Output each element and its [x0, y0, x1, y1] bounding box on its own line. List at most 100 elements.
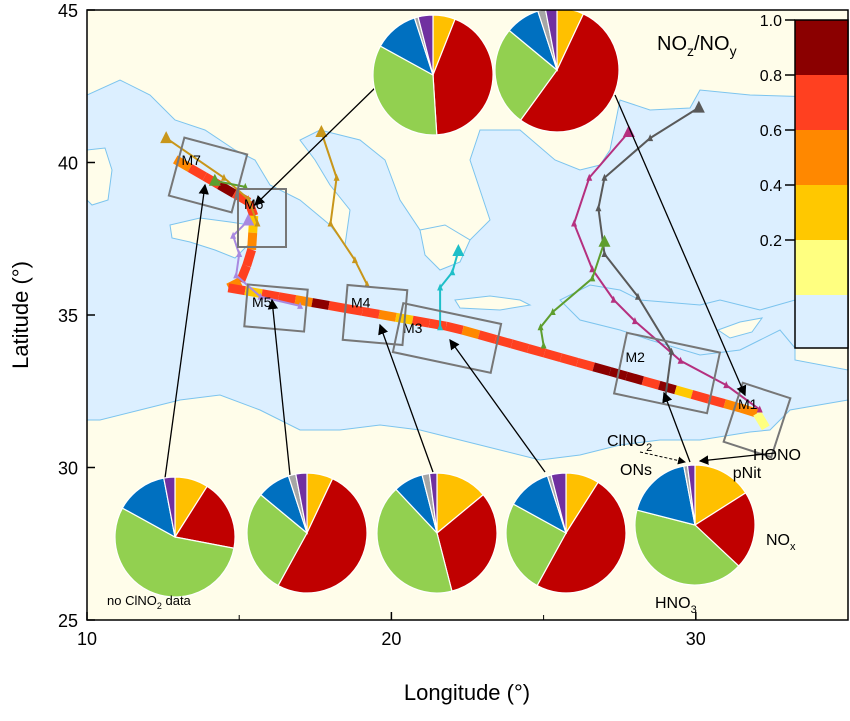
- ship-track-segment: [277, 292, 297, 305]
- trajectory-marker: [601, 250, 608, 257]
- pie-slice-hno3: [494, 29, 558, 121]
- region-boxes: M1 M2 M3 M4 M5 M6 M7: [167, 136, 792, 459]
- region-label: M4: [351, 295, 371, 311]
- ship-track-segment: [261, 289, 280, 302]
- land-crete: [454, 295, 532, 311]
- ship-track-segment: [344, 303, 364, 316]
- ship-track-segment: [217, 181, 237, 198]
- pie-slice-hno3: [505, 503, 567, 587]
- trajectory-marker: [631, 317, 638, 325]
- colorbar-title: NOz/NOy: [657, 33, 737, 59]
- ship-track-segment: [707, 394, 726, 408]
- region-box-outline: [167, 136, 249, 214]
- trajectories: [160, 100, 763, 413]
- ship-track-segment: [361, 306, 380, 319]
- trajectory-marker: [601, 173, 608, 181]
- land-peloponnese: [419, 224, 471, 271]
- colorbar-title-part: y: [730, 43, 737, 59]
- region-box-outline: [243, 283, 309, 333]
- ship-track-segment: [187, 164, 207, 181]
- trajectory-marker: [257, 292, 264, 300]
- trajectory-line: [439, 250, 460, 328]
- y-tick-label: 30: [58, 459, 78, 479]
- pie-slice-nox: [436, 493, 498, 592]
- pie-slice-nox: [536, 481, 627, 594]
- region-box-m2: M2: [612, 331, 722, 415]
- colorbar: 1.0 0.8 0.6 0.4 0.2 NOz/NOy: [657, 13, 849, 349]
- trajectory-line: [214, 179, 246, 188]
- trajectory-marker: [756, 405, 763, 413]
- trajectory-marker: [327, 219, 334, 227]
- ship-track-segment: [227, 283, 246, 296]
- trajectory-marker: [437, 323, 444, 331]
- pie-slice-ons: [121, 477, 176, 539]
- trajectory-marker: [254, 219, 261, 227]
- ship-track-segment: [690, 390, 710, 404]
- y-tick-label: 35: [58, 306, 78, 326]
- pie-slice-hono: [686, 464, 696, 526]
- ship-track-segment: [477, 330, 497, 344]
- trajectory-marker: [333, 173, 340, 181]
- region-box-m4: M4: [341, 283, 409, 347]
- pie-legend-labels: ClNO2 ONs HONO pNit NOx HNO3 no ClNO2 da…: [107, 433, 801, 616]
- arrow-to-m1: [614, 94, 747, 397]
- pie-slice-nox: [277, 477, 368, 594]
- ship-track-segment: [592, 362, 612, 376]
- ship-track-segment: [625, 371, 645, 385]
- trajectory-marker: [297, 301, 304, 309]
- land-sicily: [169, 217, 251, 259]
- pie-m6: [372, 14, 494, 136]
- pie-slice-hno3: [114, 507, 235, 598]
- y-axis-label: Latitude (°): [8, 261, 33, 369]
- region-box-outline: [612, 331, 722, 415]
- region-box-outline: [237, 188, 287, 248]
- pie-m7: [114, 476, 236, 598]
- label-nox: NOx: [766, 532, 796, 553]
- pie-m3: [505, 472, 627, 594]
- ship-track-segment: [294, 295, 313, 307]
- ship-track-segment: [641, 376, 661, 390]
- region-label: M1: [738, 396, 758, 412]
- colorbar-band: [795, 20, 848, 75]
- label-clno2: ClNO2: [607, 433, 652, 454]
- trajectory-marker: [220, 173, 227, 181]
- colorbar-tick-label: 0.4: [760, 178, 782, 195]
- trajectory-marker: [586, 173, 593, 181]
- ship-track-segment: [559, 353, 579, 367]
- colorbar-band: [795, 75, 848, 130]
- x-tick-label: 20: [381, 629, 401, 649]
- x-tick-label: 10: [77, 629, 97, 649]
- pie-slice-pnit: [694, 464, 747, 527]
- trajectory-marker: [647, 134, 654, 142]
- pie-slice-clno2: [537, 10, 558, 71]
- pie-slice-hono: [417, 14, 434, 76]
- pie-slice-hno3: [246, 493, 308, 587]
- region-box-m5: M5: [243, 283, 309, 333]
- trajectory-start-triangle: [692, 100, 705, 113]
- region-label: M3: [403, 320, 423, 336]
- arrow-to-m6: [254, 84, 379, 206]
- ship-track-segment: [739, 403, 759, 418]
- trajectory-marker: [589, 274, 596, 282]
- ship-track-segment: [428, 318, 447, 331]
- trajectory-marker: [634, 292, 641, 300]
- label-pnit: pNit: [733, 465, 762, 482]
- colorbar-tick-label: 0.2: [760, 233, 782, 250]
- ship-track-segment: [411, 315, 431, 328]
- colorbar-frame: [794, 19, 849, 349]
- region-box-m1: M1: [722, 381, 792, 459]
- label-hno3: HNO3: [655, 595, 697, 616]
- pie-slice-pnit: [436, 472, 485, 535]
- pie-slice-hono: [163, 476, 176, 538]
- label-ons: ONs: [620, 462, 652, 479]
- region-label: M2: [626, 349, 646, 365]
- trajectory-marker: [677, 356, 684, 364]
- pie-slice-nox: [174, 485, 236, 549]
- axes: 10 20 30 25 30 35 40 45 Longitude (°) Latitude (°…: [8, 1, 706, 705]
- trajectory-start-triangle: [208, 173, 221, 186]
- x-tick-label: 30: [686, 629, 706, 649]
- pie-m1: [494, 10, 620, 133]
- colorbar-tick-label: 0.6: [760, 123, 782, 140]
- no-clno2-note: no ClNO2 data: [107, 593, 192, 611]
